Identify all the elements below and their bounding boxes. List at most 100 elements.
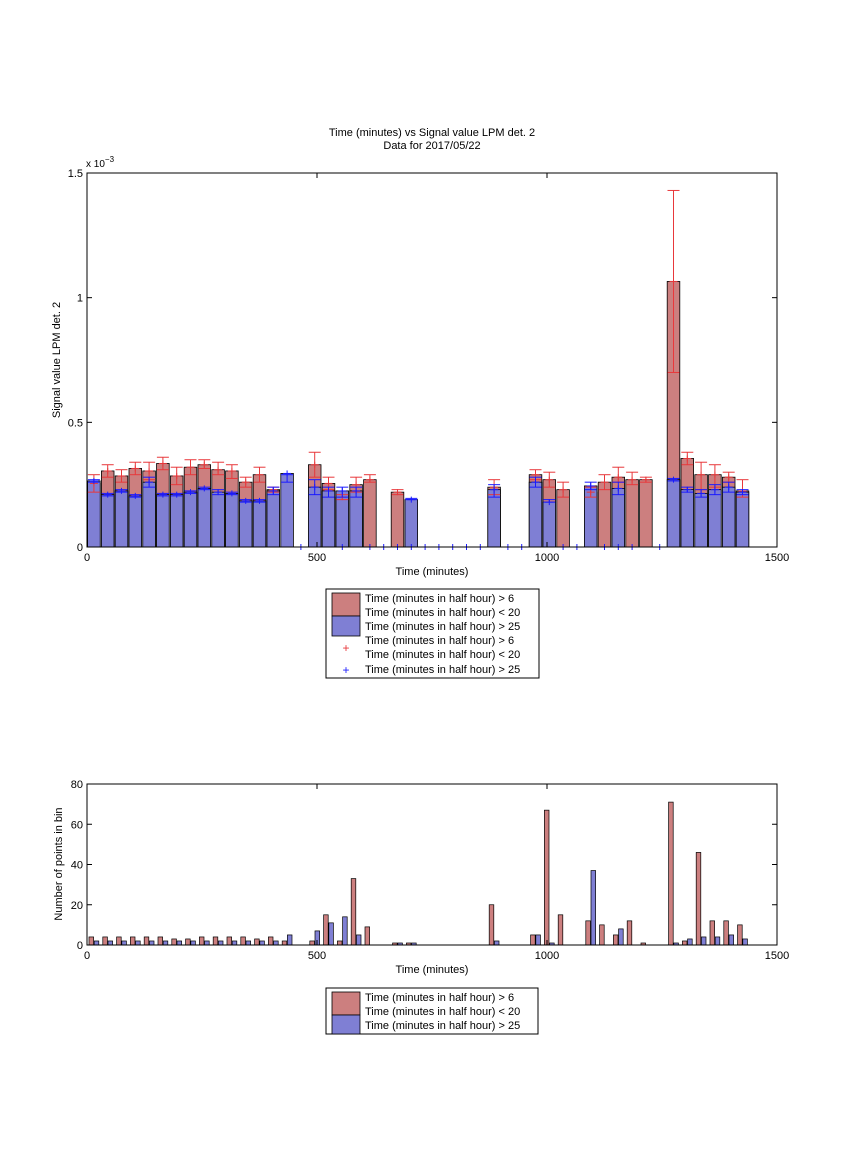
count-bar-blue (121, 940, 127, 946)
count-bar-red (337, 940, 343, 946)
legend-label-red-1: Time (minutes in half hour) > 6 (365, 593, 514, 605)
legend-label-blue-bottom: Time (minutes in half hour) > 25 (365, 1020, 520, 1032)
errorbar-blue (239, 497, 252, 504)
bar-blue (542, 501, 557, 548)
legend-label-red-2: Time (minutes in half hour) < 20 (365, 607, 520, 619)
count-bar-blue (231, 940, 238, 946)
legend-swatch-red-bottom (331, 991, 361, 1016)
count-bar-red (199, 936, 205, 946)
count-bar-red (143, 936, 150, 946)
count-bar-red (695, 852, 702, 946)
count-bar-red (212, 936, 219, 946)
errorbar-blue (667, 476, 680, 483)
errorbar-blue (336, 486, 349, 498)
x-axis-label-bottom: Time (minutes) (396, 964, 469, 976)
legend-top: Time (minutes in half hour) > 6 Time (mi… (325, 588, 540, 679)
count-bar-red (226, 936, 232, 946)
count-bar-red (364, 926, 370, 946)
errorbar-blue (612, 481, 625, 496)
count-bar-red (185, 938, 191, 946)
y-tick-label: 0 (77, 940, 83, 952)
bar-blue (142, 481, 156, 548)
bar-blue (722, 486, 736, 548)
errorbar-red (115, 469, 128, 483)
plot-area-bottom (87, 784, 777, 945)
count-bar-red (309, 940, 315, 946)
count-bar-blue (135, 940, 141, 946)
x-tick-label: 1500 (765, 950, 789, 962)
y-tick-label: 80 (71, 779, 83, 791)
errorbar-blue (87, 477, 100, 484)
count-bar-blue (259, 940, 265, 946)
errorbar-red (363, 474, 376, 483)
count-bar-blue (618, 928, 624, 946)
errorbar-blue (736, 489, 749, 496)
legend-marker-red: + (342, 641, 349, 655)
errorbar-red (170, 466, 183, 486)
errorbar-blue (584, 481, 597, 491)
bar-red (625, 479, 639, 548)
errorbar-red (225, 464, 238, 479)
bar-blue (252, 500, 267, 548)
errorbar-red (681, 451, 694, 466)
x-tick-label: 0 (84, 950, 90, 962)
count-bar-blue (176, 940, 182, 946)
x-tick-label: 500 (308, 950, 326, 962)
x-tick-label: 1000 (535, 552, 559, 564)
signal-chart: Time (minutes) vs Signal value LPM det. … (51, 127, 789, 578)
count-bar-red (613, 934, 619, 946)
bar-blue (156, 494, 170, 548)
bar-blue (280, 473, 294, 548)
bar-blue (708, 489, 722, 548)
count-bar-red (157, 936, 163, 946)
errorbar-red (667, 189, 680, 373)
count-bar-blue (687, 938, 693, 946)
bar-red (556, 489, 570, 548)
errorbar-red (198, 459, 211, 469)
bar-blue (211, 491, 225, 548)
errorbar-blue (198, 485, 211, 492)
errorbar-red (184, 459, 197, 476)
bar-blue (307, 486, 322, 548)
errorbar-red (129, 461, 142, 476)
errorbar-red (212, 461, 225, 476)
x-axis-label: Time (minutes) (396, 566, 469, 578)
errorbar-red (156, 456, 169, 471)
errorbar-blue (405, 496, 418, 503)
bar-red (639, 479, 653, 548)
y-exponent-power: −3 (105, 155, 115, 164)
count-bar-blue (162, 940, 169, 946)
count-bar-red (737, 924, 743, 946)
bar-blue (487, 489, 501, 548)
count-bar-blue (714, 936, 721, 946)
errorbar-blue (156, 491, 169, 498)
errorbar-blue (543, 499, 556, 506)
count-bar-red (682, 940, 688, 946)
bar-blue (735, 491, 750, 548)
errorbar-blue (143, 476, 156, 488)
bar-blue (266, 490, 281, 548)
errorbar-red (626, 471, 639, 486)
count-chart: 0 500 1000 1500 0 20 40 60 80 Time (minutes) Num… (53, 779, 789, 976)
count-bar-red (557, 914, 564, 946)
bar-blue (183, 491, 198, 548)
axes-frame (86, 172, 778, 548)
legend-label-blue: Time (minutes in half hour) > 25 (365, 621, 520, 633)
legend-swatch-blue (331, 615, 361, 637)
errorbar-blue (308, 479, 321, 496)
legend-label-red-bottom-1: Time (minutes in half hour) > 6 (365, 992, 514, 1004)
errorbar-blue (184, 489, 197, 496)
count-bar-blue (328, 922, 334, 946)
count-bar-red (530, 934, 536, 946)
legend-box-bottom (325, 987, 539, 1035)
count-bar-blue (728, 934, 734, 946)
x-tick-label: 1500 (765, 552, 789, 564)
bar-blue (128, 495, 143, 548)
count-bar-red (323, 914, 329, 946)
count-bar-red (281, 940, 288, 946)
legend-bottom: Time (minutes in half hour) > 6 Time (mi… (325, 987, 539, 1035)
bar-blue (197, 488, 212, 548)
y-tick-label: 0 (77, 542, 83, 554)
count-bar-red (488, 904, 495, 946)
